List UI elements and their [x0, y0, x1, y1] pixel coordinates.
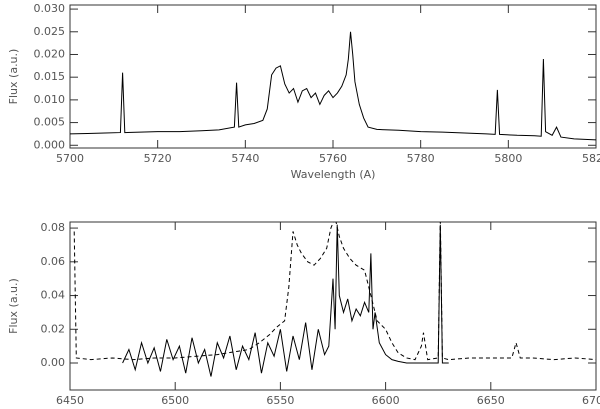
y-axis-label: Flux (a.u.): [7, 49, 20, 105]
y-tick-label: 0.04: [41, 289, 66, 302]
y-tick-label: 0.02: [41, 322, 66, 335]
x-tick-label: 5780: [407, 152, 435, 165]
x-tick-label: 6500: [161, 394, 189, 407]
y-tick-label: 0.010: [34, 93, 66, 106]
x-tick-label: 5760: [319, 152, 347, 165]
x-tick-label: 6450: [56, 394, 84, 407]
y-tick-label: 0.08: [41, 221, 66, 234]
x-tick-label: 5740: [231, 152, 259, 165]
data-line: [73, 222, 596, 361]
y-tick-label: 0.025: [34, 25, 66, 38]
y-tick-label: 0.015: [34, 70, 66, 83]
data-line: [122, 224, 449, 377]
x-tick-label: 6550: [266, 394, 294, 407]
y-tick-label: 0.020: [34, 47, 66, 60]
x-tick-label: 5720: [144, 152, 172, 165]
x-axis-label: Wavelength (A): [291, 168, 376, 181]
y-axis-label: Flux (a.u.): [7, 278, 20, 334]
plot-frame: [69, 221, 597, 391]
x-tick-label: 6600: [372, 394, 400, 407]
x-tick-label: 5700: [56, 152, 84, 165]
plot-frame: [69, 4, 597, 149]
y-tick-label: 0.005: [34, 116, 66, 129]
x-tick-label: 6650: [477, 394, 505, 407]
y-tick-label: 0.030: [34, 2, 66, 15]
y-tick-label: 0.06: [41, 255, 66, 268]
y-tick-label: 0.000: [34, 138, 66, 151]
x-tick-label: 5800: [494, 152, 522, 165]
y-tick-label: 0.00: [41, 356, 66, 369]
data-line: [70, 31, 596, 141]
